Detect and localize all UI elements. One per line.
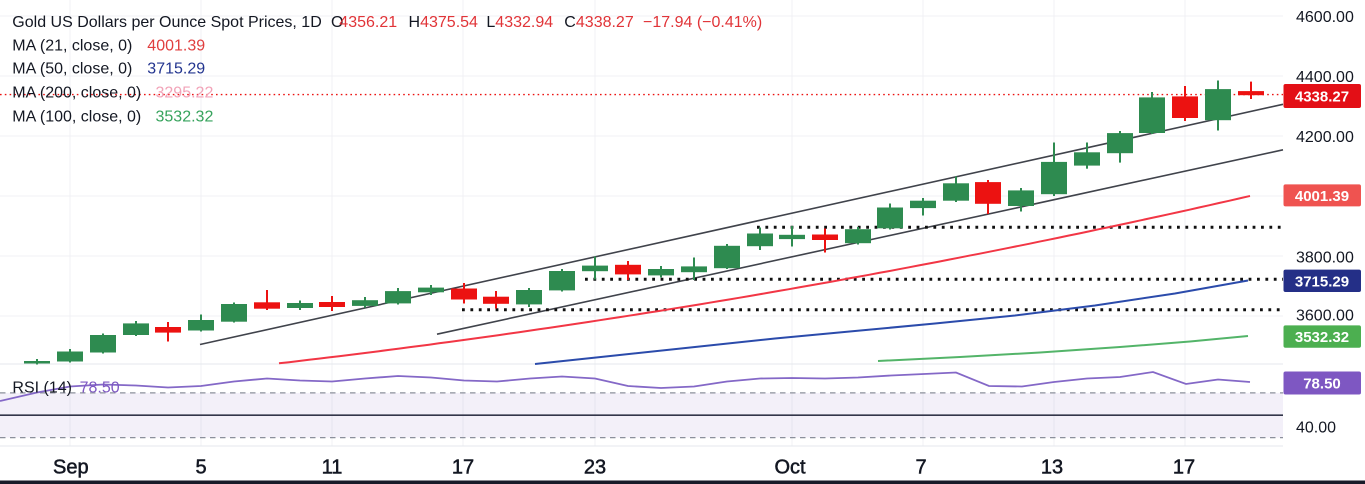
svg-text:3800.00: 3800.00 (1296, 249, 1354, 266)
svg-text:3600.00: 3600.00 (1296, 307, 1354, 324)
svg-text:MA (50, close, 0): MA (50, close, 0) (12, 61, 132, 78)
svg-text:3532.32: 3532.32 (156, 109, 214, 126)
svg-text:RSI (14): RSI (14) (12, 380, 72, 397)
svg-text:O: O (331, 14, 343, 31)
svg-text:4332.94: 4332.94 (495, 14, 553, 31)
svg-text:3295.22: 3295.22 (156, 85, 214, 102)
svg-text:Oct: Oct (774, 457, 806, 479)
svg-text:4400.00: 4400.00 (1296, 69, 1354, 86)
svg-text:Gold US Dollars per Ounce Spot: Gold US Dollars per Ounce Spot Prices, 1… (12, 14, 321, 31)
svg-text:7: 7 (915, 457, 926, 479)
svg-text:−17.94 (−0.41%): −17.94 (−0.41%) (643, 14, 762, 31)
svg-text:4600.00: 4600.00 (1296, 9, 1354, 26)
svg-text:Sep: Sep (53, 457, 89, 479)
svg-text:MA (100, close, 0): MA (100, close, 0) (12, 109, 141, 126)
svg-text:L: L (486, 14, 495, 31)
svg-text:4200.00: 4200.00 (1296, 129, 1354, 146)
svg-text:4356.21: 4356.21 (339, 14, 397, 31)
svg-text:MA (21, close, 0): MA (21, close, 0) (12, 37, 132, 54)
svg-text:13: 13 (1041, 457, 1063, 479)
svg-text:4375.54: 4375.54 (420, 14, 478, 31)
svg-text:5: 5 (195, 457, 206, 479)
svg-text:3532.32: 3532.32 (1295, 329, 1349, 346)
svg-text:H: H (409, 14, 421, 31)
svg-text:4338.27: 4338.27 (1295, 89, 1349, 106)
svg-text:17: 17 (1173, 457, 1195, 479)
svg-text:3715.29: 3715.29 (1295, 273, 1349, 290)
svg-text:78.50: 78.50 (1303, 376, 1341, 393)
svg-text:23: 23 (584, 457, 606, 479)
svg-text:3715.29: 3715.29 (147, 61, 205, 78)
svg-text:C: C (564, 14, 576, 31)
svg-text:4338.27: 4338.27 (576, 14, 634, 31)
svg-text:17: 17 (452, 457, 474, 479)
svg-text:78.50: 78.50 (80, 380, 120, 397)
svg-text:40.00: 40.00 (1296, 419, 1336, 436)
svg-text:11: 11 (322, 457, 343, 479)
svg-text:4001.39: 4001.39 (147, 37, 205, 54)
svg-text:MA (200, close, 0): MA (200, close, 0) (12, 85, 141, 102)
svg-text:4001.39: 4001.39 (1295, 188, 1349, 205)
